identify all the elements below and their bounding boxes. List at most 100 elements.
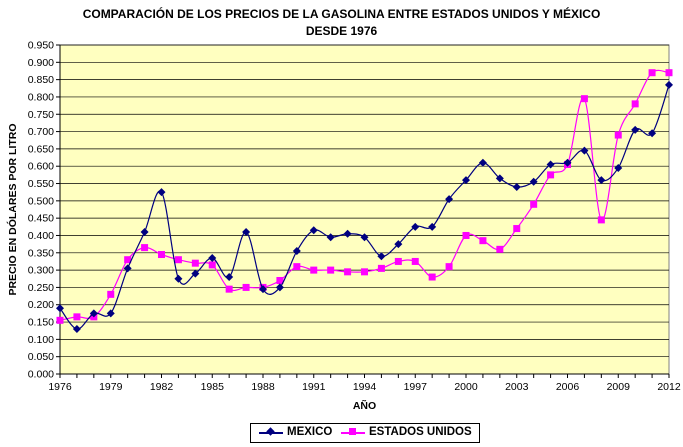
data-point-mexico (394, 240, 403, 249)
data-point-estados-unidos (597, 216, 605, 224)
data-point-mexico (157, 188, 166, 197)
data-point-estados-unidos (174, 256, 182, 264)
data-point-mexico (478, 158, 487, 167)
x-tick-label: 2006 (556, 381, 580, 393)
data-point-mexico (191, 269, 200, 278)
legend-label-estados-unidos: ESTADOS UNIDOS (369, 426, 472, 438)
series-group (56, 69, 673, 333)
x-axis-label: AÑO (353, 399, 376, 412)
x-tick-label: 2000 (454, 381, 478, 393)
data-point-mexico (614, 163, 623, 172)
y-tick-label: 0.550 (28, 178, 54, 190)
legend: MEXICO ESTADOS UNIDOS (250, 423, 480, 443)
data-point-mexico (360, 233, 369, 242)
legend-swatch-estados-unidos (341, 426, 365, 438)
data-point-mexico (445, 195, 454, 204)
y-tick-label: 0.650 (28, 143, 54, 155)
x-tick-label: 1988 (251, 381, 275, 393)
data-point-mexico (631, 125, 640, 134)
x-tick-label: 2012 (657, 381, 681, 393)
data-point-mexico (377, 252, 386, 261)
data-point-estados-unidos (428, 273, 436, 281)
y-tick-label: 0.250 (28, 282, 54, 294)
data-point-estados-unidos (107, 290, 115, 298)
data-point-estados-unidos (124, 256, 132, 264)
data-point-estados-unidos (665, 69, 673, 77)
square-marker-icon (349, 428, 356, 435)
y-tick-label: 0.800 (28, 91, 54, 103)
data-point-estados-unidos (158, 251, 165, 259)
data-point-mexico (275, 283, 284, 292)
data-point-estados-unidos (462, 231, 470, 239)
data-point-estados-unidos (631, 100, 639, 108)
data-point-estados-unidos (377, 264, 385, 272)
y-axis-ticks: 0.000 0.050 0.100 0.150 0.200 0.250 0.300 0.350… (28, 40, 60, 381)
data-point-estados-unidos (276, 276, 284, 284)
y-tick-label: 0.600 (28, 161, 54, 173)
data-point-estados-unidos (141, 244, 149, 252)
data-point-mexico (225, 273, 234, 282)
data-point-mexico (580, 146, 589, 155)
data-point-estados-unidos (394, 257, 402, 265)
y-tick-label: 0.150 (28, 317, 54, 329)
legend-label-mexico: MEXICO (287, 426, 333, 438)
x-axis-ticks: 1976 1979 1982 1985 1988 1991 1994 1997 2000 2003… (48, 45, 681, 393)
data-point-mexico (242, 228, 251, 237)
data-point-estados-unidos (513, 225, 521, 233)
x-tick-label: 1979 (99, 381, 123, 393)
data-point-estados-unidos (310, 266, 318, 274)
data-point-mexico (56, 304, 64, 313)
y-tick-label: 0.000 (28, 369, 54, 381)
x-tick-label: 1985 (201, 381, 225, 393)
data-point-mexico (309, 226, 318, 235)
y-tick-label: 0.350 (28, 247, 54, 259)
y-tick-label: 0.200 (28, 299, 54, 311)
data-point-mexico (89, 309, 98, 318)
chart-title-line2: DESDE 1976 (305, 24, 378, 38)
y-tick-label: 0.050 (28, 351, 54, 363)
data-point-estados-unidos (614, 131, 622, 139)
y-axis-label: PRECIO EN DÓLARES POR LITRO (6, 123, 19, 295)
data-point-mexico (208, 253, 217, 262)
x-tick-label: 1997 (404, 381, 428, 393)
chart-title: COMPARACIÓN DE LOS PRECIOS DE LA GASOLIN… (0, 6, 683, 40)
data-point-estados-unidos (293, 263, 301, 271)
y-tick-label: 0.450 (28, 213, 54, 225)
data-point-estados-unidos (580, 95, 588, 103)
y-tick-label: 0.750 (28, 109, 54, 121)
data-point-mexico (106, 309, 115, 318)
data-point-mexico (411, 222, 420, 231)
data-point-estados-unidos (327, 266, 335, 274)
x-tick-label: 1982 (150, 381, 174, 393)
y-tick-label: 0.700 (28, 126, 54, 138)
legend-item-estados-unidos: ESTADOS UNIDOS (341, 426, 472, 438)
data-point-mexico (174, 274, 183, 283)
data-point-mexico (292, 247, 301, 256)
data-point-estados-unidos (530, 200, 538, 208)
data-point-mexico (563, 158, 572, 167)
x-tick-label: 1994 (353, 381, 377, 393)
data-point-estados-unidos (361, 268, 368, 276)
data-point-estados-unidos (496, 245, 504, 253)
data-point-mexico (648, 129, 657, 138)
data-point-mexico (72, 324, 81, 333)
data-point-mexico (495, 174, 504, 183)
diamond-marker-icon (266, 427, 275, 436)
data-point-estados-unidos (73, 313, 81, 321)
data-point-estados-unidos (191, 259, 199, 267)
data-point-mexico (512, 182, 521, 191)
data-point-mexico (428, 222, 437, 231)
x-tick-label: 1991 (302, 381, 326, 393)
data-point-mexico (259, 285, 267, 294)
y-tick-label: 0.400 (28, 230, 54, 242)
y-tick-label: 0.500 (28, 195, 54, 207)
data-point-estados-unidos (479, 237, 487, 245)
data-point-estados-unidos (648, 69, 656, 77)
plot-area (59, 44, 670, 375)
legend-item-mexico: MEXICO (259, 426, 332, 438)
chart-title-line1: COMPARACIÓN DE LOS PRECIOS DE LA GASOLIN… (82, 7, 601, 21)
x-tick-label: 2003 (505, 381, 529, 393)
data-point-estados-unidos (242, 283, 250, 291)
y-tick-label: 0.300 (28, 265, 54, 277)
y-tick-label: 0.850 (28, 74, 54, 86)
